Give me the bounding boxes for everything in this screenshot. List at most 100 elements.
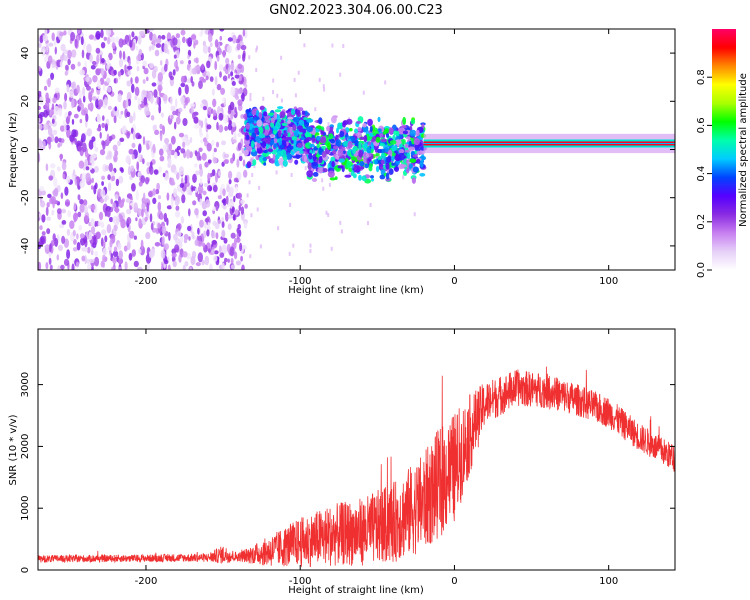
colorbar-tick-label: 0.0 <box>696 262 707 278</box>
spectrogram-cell <box>353 163 357 172</box>
spectrogram-cell <box>86 258 91 264</box>
spectrogram-cell <box>135 190 139 201</box>
spectrogram-cell <box>159 123 163 130</box>
spectrogram-cell <box>113 78 117 84</box>
spectrogram-cell <box>244 83 248 89</box>
spectrogram-cell <box>221 230 226 238</box>
spectrogram-cell <box>219 29 225 32</box>
spectrogram-cell <box>53 177 58 187</box>
spectrogram-cell <box>369 163 373 168</box>
spectrogram-cell <box>362 122 367 128</box>
spectrogram-cell <box>309 143 315 148</box>
spectrogram-cell <box>182 251 188 258</box>
spectrogram-cell <box>273 138 278 144</box>
spectrogram-cell <box>131 83 135 94</box>
spectrogram-cell <box>233 195 236 203</box>
spectrogram-cell <box>280 149 287 158</box>
spectrogram-cell <box>162 144 168 151</box>
spectrogram-cell <box>80 237 86 246</box>
spectrogram-cell <box>117 93 122 103</box>
spectrogram-cell <box>228 179 232 185</box>
spectrogram-cell <box>363 142 368 149</box>
spectrogram-cell <box>95 47 101 54</box>
spectrogram-cell <box>118 175 124 184</box>
y-tick-label: 2000 <box>20 434 31 459</box>
spectrogram-cell <box>91 266 94 270</box>
spectrogram-cell <box>54 136 59 144</box>
y-tick-label: 1000 <box>20 495 31 520</box>
spectrogram-cell <box>283 130 287 134</box>
spectrogram-cell <box>92 60 97 66</box>
spectrogram-cell <box>47 77 51 88</box>
spectrogram-cell <box>416 150 424 155</box>
spectrogram-cell <box>306 137 312 142</box>
spectrogram-cell <box>106 77 111 84</box>
spectrogram-cell <box>154 49 160 57</box>
spectrogram-cell <box>117 71 122 77</box>
spectrogram-cell <box>243 139 250 146</box>
spectrogram-cell <box>73 113 79 119</box>
spectrogram-cell <box>350 156 357 161</box>
spectrogram-cell <box>331 115 337 124</box>
spectrogram-cell <box>332 150 337 154</box>
spectrogram-cell <box>184 84 189 95</box>
spectrogram-x-ticks: -200 -100 0 100 <box>135 29 618 287</box>
spectrogram-cell <box>229 246 235 257</box>
spectrogram-cell <box>144 177 150 185</box>
spectrogram-cell <box>227 37 233 42</box>
spectrogram-cell <box>112 202 117 209</box>
spectrogram-cell <box>171 252 177 258</box>
spectrogram-cell <box>222 49 226 58</box>
spectrogram-cell <box>86 43 92 54</box>
spectrogram-cell <box>148 165 152 173</box>
spectrogram-cell <box>194 163 198 168</box>
spectrogram-cell <box>99 221 104 226</box>
spectrogram-cell <box>194 65 197 75</box>
spectrogram-cell <box>279 144 285 149</box>
spectrogram-cell <box>48 175 54 181</box>
spectrogram-cell <box>104 235 108 243</box>
spectrogram-cell <box>142 158 145 165</box>
spectrogram-cell <box>129 115 134 124</box>
spectrogram-cell <box>129 205 132 210</box>
spectrogram-cell <box>294 159 299 165</box>
spectrogram-cell <box>164 137 170 145</box>
spectrogram-cell <box>182 141 186 148</box>
spectrogram-cell <box>78 225 83 231</box>
spectrogram-cell <box>130 77 133 85</box>
spectrogram-cell <box>102 254 105 264</box>
spectrogram-cell <box>71 98 75 109</box>
spectrogram-cell <box>79 203 85 213</box>
spectrogram-cell <box>346 118 353 125</box>
spectrogram-cell <box>276 93 279 98</box>
spectrogram-cell <box>241 264 245 270</box>
spectrogram-cell <box>230 264 236 270</box>
spectrogram-cell <box>102 241 106 248</box>
spectrogram-cell <box>137 266 143 270</box>
spectrogram-cell <box>131 153 135 160</box>
spectrogram-cell <box>235 95 239 100</box>
spectrogram-cell <box>362 127 369 133</box>
spectrogram-cell <box>318 77 321 82</box>
spectrogram-cell <box>326 142 332 151</box>
spectrogram-cell <box>64 186 69 196</box>
spectrogram-cell <box>39 212 42 219</box>
spectrogram-cell <box>236 158 240 168</box>
spectrogram-cell <box>211 230 216 239</box>
spectrogram-cell <box>227 258 230 263</box>
spectrogram-cell <box>183 238 188 244</box>
spectrogram-cell <box>379 174 386 180</box>
spectrogram-cell <box>333 145 339 150</box>
spectrogram-cell <box>118 58 124 68</box>
spectrogram-cell <box>106 86 112 93</box>
spectrogram-cell <box>304 132 312 138</box>
spectrogram-cell <box>309 249 312 253</box>
spectrogram-cell <box>63 124 67 133</box>
spectrogram-cell <box>230 157 234 164</box>
spectrogram-cell <box>220 87 226 95</box>
spectrogram-cell <box>87 153 90 163</box>
spectrogram-cell <box>182 264 186 270</box>
spectrogram-cell <box>411 177 416 184</box>
spectrogram-cell <box>206 124 212 130</box>
